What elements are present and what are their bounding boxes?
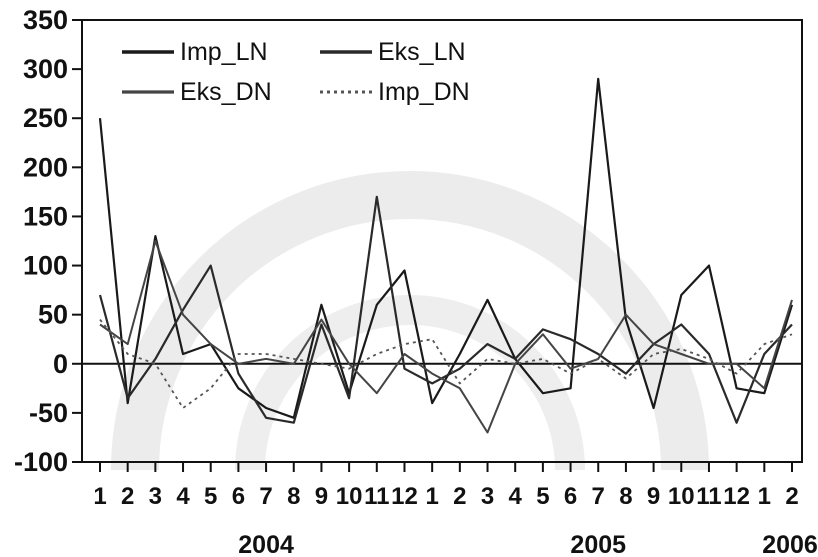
x-tick-label: 4 — [509, 483, 523, 510]
legend-label: Imp_DN — [378, 78, 470, 106]
x-tick-label: 8 — [287, 483, 300, 510]
x-tick-label: 9 — [315, 483, 328, 510]
x-tick-label: 7 — [259, 483, 272, 510]
x-tick-label: 7 — [592, 483, 605, 510]
series-line-eks-ln — [98, 195, 793, 424]
y-tick-label: 300 — [23, 54, 68, 84]
y-tick-label: 50 — [38, 300, 68, 330]
plot-frame — [81, 19, 803, 463]
watermark-inner-arc — [235, 295, 585, 471]
x-tick-label: 1 — [758, 483, 771, 510]
watermark-outer-arc — [111, 171, 709, 471]
x-tick-label: 6 — [564, 483, 577, 510]
x-tick-label: 1 — [425, 483, 438, 510]
series-lines — [98, 77, 794, 434]
x-tick-label: 5 — [204, 483, 217, 510]
x-tick-label: 10 — [668, 483, 695, 510]
watermark — [111, 171, 709, 471]
year-label: 2004 — [238, 531, 294, 557]
x-tick-label: 4 — [176, 483, 190, 510]
x-tick-label: 12 — [723, 483, 750, 510]
series-line-imp-ln — [98, 77, 794, 419]
x-tick-label: 6 — [232, 483, 245, 510]
x-tick-label: 11 — [364, 483, 389, 510]
x-tick-label: 9 — [647, 483, 660, 510]
series-line-eks-dn — [99, 240, 793, 434]
year-label: 2006 — [762, 531, 818, 557]
x-tick-label: 1 — [93, 483, 106, 510]
y-tick-label: 0 — [53, 349, 68, 379]
y-tick-label: 250 — [23, 103, 68, 133]
legend: Imp_LN Eks_LN Eks_DN Imp_DN — [122, 38, 470, 106]
x-tick-label: 2 — [453, 483, 466, 510]
y-tick-label: 200 — [23, 152, 68, 182]
legend-label: Eks_DN — [180, 78, 272, 106]
x-tick-label: 3 — [149, 483, 162, 510]
legend-label: Eks_LN — [378, 38, 466, 66]
x-tick-label: 3 — [481, 483, 494, 510]
y-tick-label: 150 — [23, 201, 68, 231]
y-tick-label: -50 — [29, 398, 68, 428]
x-tick-label: 8 — [619, 483, 632, 510]
x-tick-label: 2 — [785, 483, 798, 510]
x-tick-label: 2 — [121, 483, 134, 510]
y-tick-label: -100 — [14, 447, 68, 477]
x-tick-label: 12 — [391, 483, 418, 510]
year-label: 2005 — [570, 531, 626, 557]
x-tick-label: 11 — [696, 483, 721, 510]
x-tick-label: 5 — [536, 483, 549, 510]
y-tick-label: 100 — [23, 251, 68, 281]
legend-label: Imp_LN — [180, 38, 268, 66]
y-axis: -100 -50 0 50 100 150 200 250 300 350 — [14, 5, 82, 477]
y-tick-label: 350 — [23, 5, 68, 35]
x-tick-label: 10 — [336, 483, 363, 510]
